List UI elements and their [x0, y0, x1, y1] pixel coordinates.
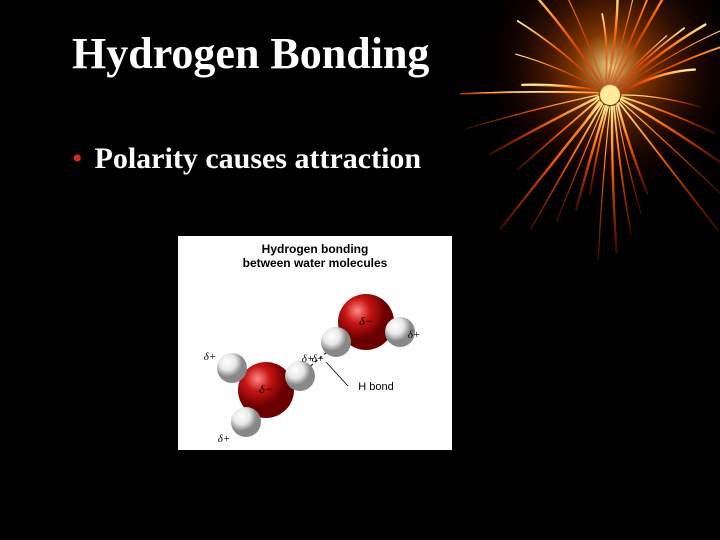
svg-text:δ+: δ+ — [312, 353, 325, 365]
diagram-title: Hydrogen bonding between water molecules — [178, 242, 452, 271]
svg-text:δ+: δ+ — [218, 433, 231, 445]
svg-text:δ+: δ+ — [408, 329, 421, 341]
svg-text:H bond: H bond — [358, 381, 393, 393]
svg-text:δ−: δ− — [359, 314, 373, 328]
bullet-icon: • — [72, 144, 83, 174]
svg-text:δ+: δ+ — [204, 351, 217, 363]
slide-title: Hydrogen Bonding — [72, 28, 429, 79]
bullet-item: • Polarity causes attraction — [72, 142, 421, 176]
hydrogen-bond-diagram: Hydrogen bonding between water molecules… — [178, 236, 452, 450]
svg-text:δ−: δ− — [259, 382, 273, 396]
bullet-text: Polarity causes attraction — [95, 142, 422, 176]
firework-decoration — [460, 0, 720, 260]
